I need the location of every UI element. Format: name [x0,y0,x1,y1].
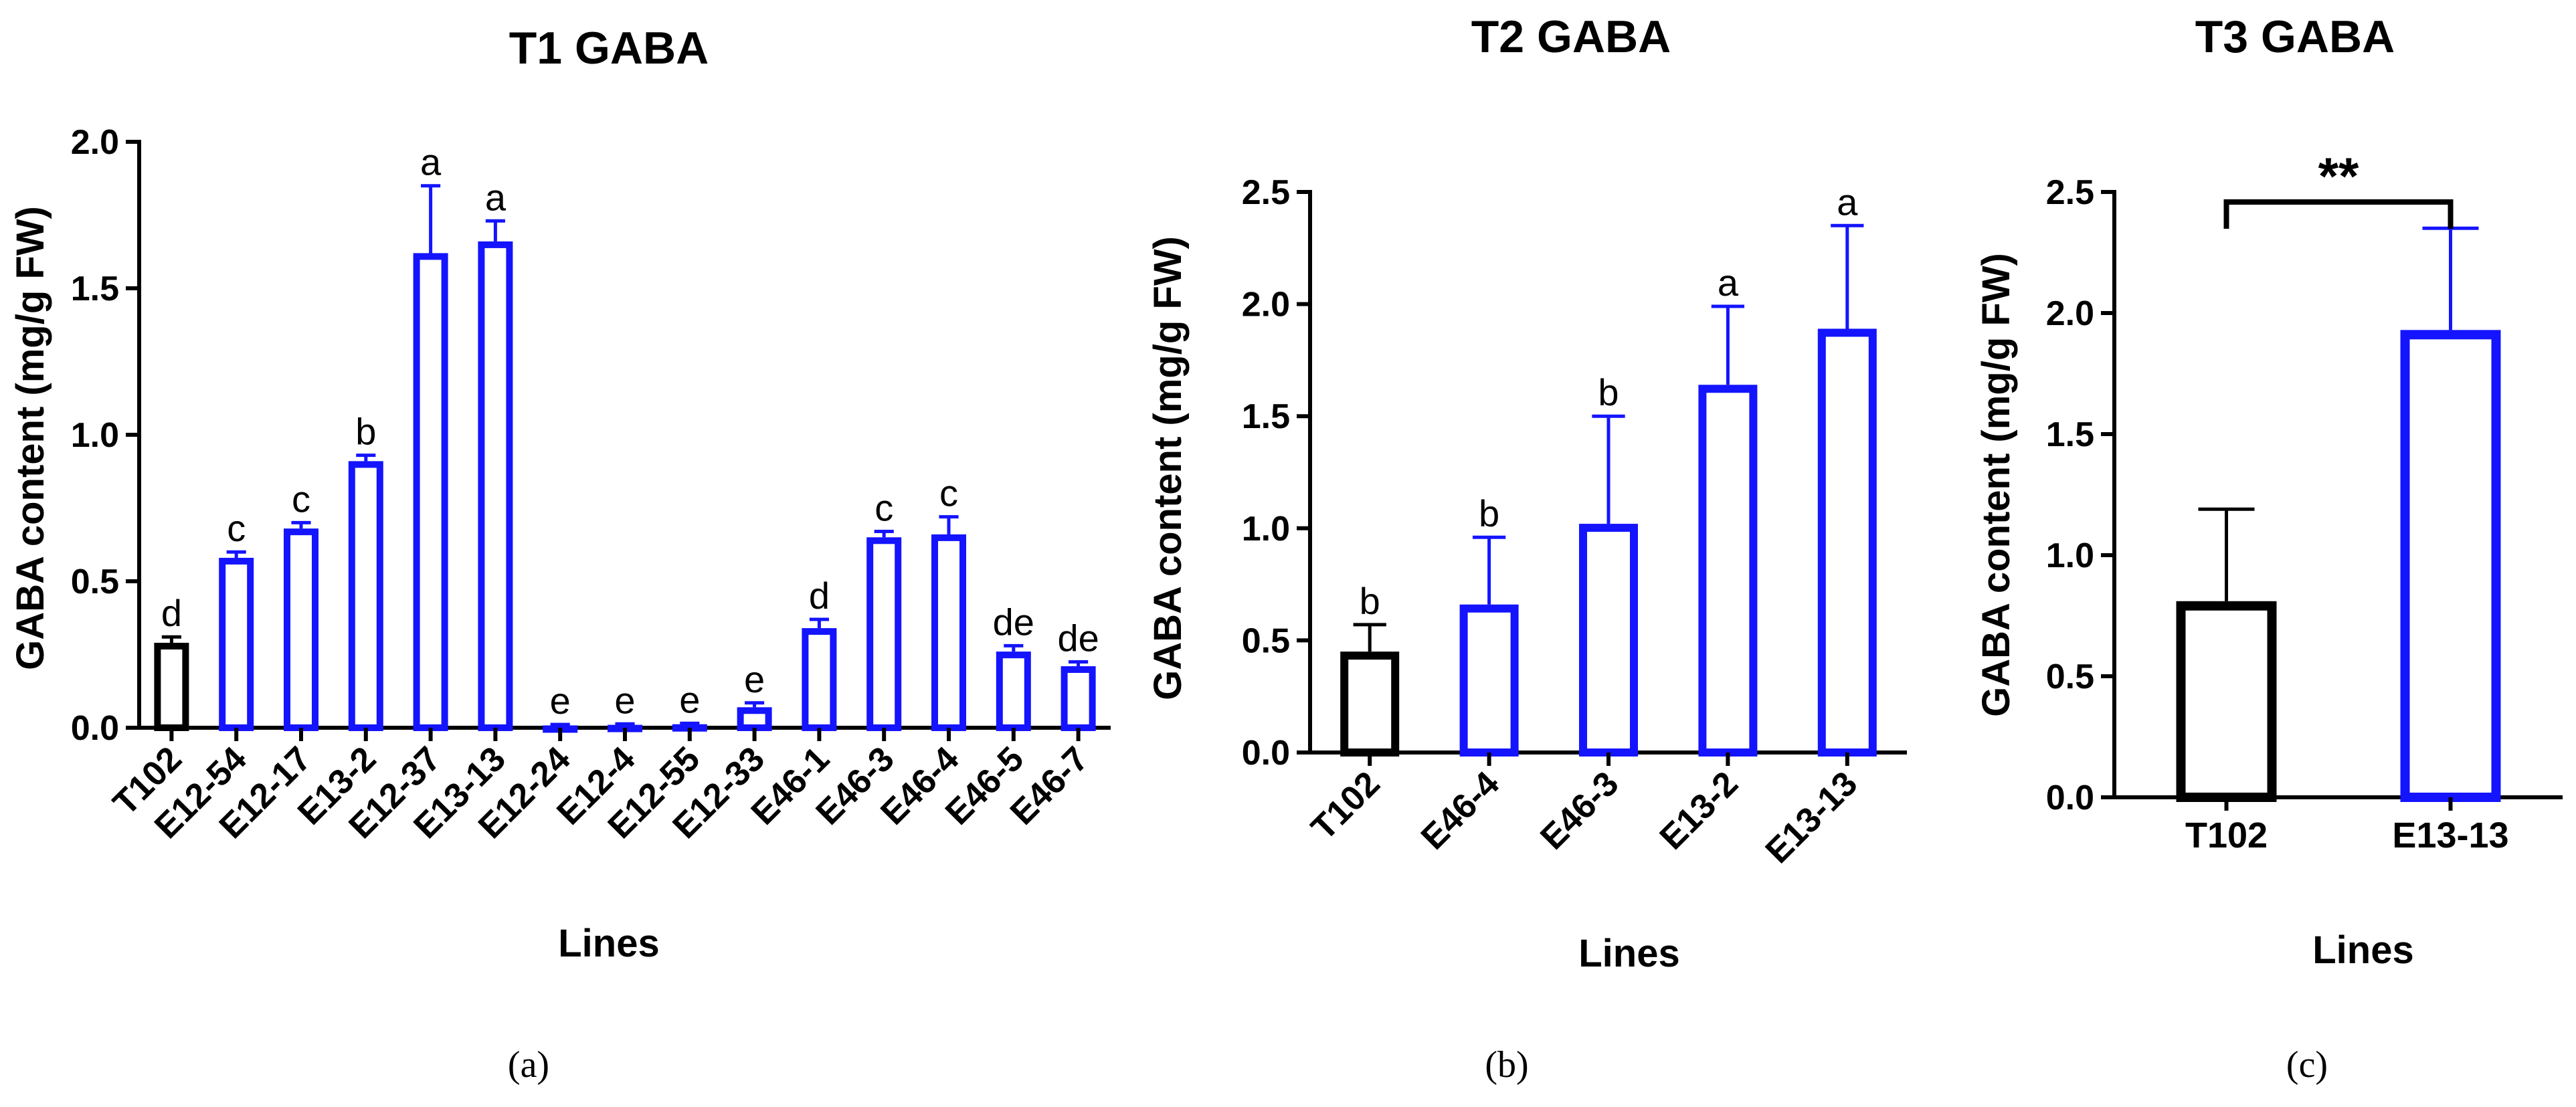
panel-a-bar [219,557,254,732]
panel-a-bar [478,241,513,732]
panel-c-significance-bracket [2223,199,2454,229]
panel-a-significance-letter: e [614,679,635,721]
panel-a-chart: T1 GABA GABA content (mg/g FW) Lines (a)… [9,23,1111,1086]
panel-a-significance-letter: c [939,472,958,514]
panel-a-title: T1 GABA [509,23,709,74]
panel-a-y-axis-label: GABA content (mg/g FW) [9,206,52,670]
panel-a-significance-letter: c [875,487,893,529]
panel-b-y-tick-label: 1.5 [1242,397,1290,436]
panel-b-x-tick-label: E46-3 [1533,764,1626,857]
panel-b-bar [1698,385,1758,757]
panel-a-significance-letter: e [744,658,765,700]
panel-a-bar [866,537,902,731]
panel-c-y-tick-label: 0.0 [2046,779,2094,817]
panel-a-bar [348,461,383,731]
panel-b-caption: (b) [1485,1044,1528,1086]
panel-c-y-tick-label: 0.5 [2046,658,2094,696]
panel-a-y-tick-label: 2.0 [71,123,119,162]
panel-b-y-tick-label: 0.0 [1242,734,1290,773]
panel-c-y-tick-label: 1.0 [2046,536,2094,575]
panel-b-significance-letter: a [1837,181,1858,223]
panel-c-y-tick-label: 2.5 [2046,173,2094,212]
panel-c-y-tick-label: 1.5 [2046,415,2094,454]
panel-a-significance-letter: d [161,592,182,634]
panel-b-significance-letter: b [1598,371,1619,413]
panel-c-bar [2176,601,2277,803]
panel-b-bar [1340,651,1400,757]
panel-c-y-axis-label: GABA content (mg/g FW) [1974,253,2018,717]
panel-b-y-tick-label: 0.5 [1242,621,1290,660]
panel-b-bar [1579,524,1638,757]
panel-a-y-tick-label: 0.5 [71,563,119,601]
panel-a-bar [996,651,1031,731]
panel-b-chart: T2 GABA GABA content (mg/g FW) Lines (b)… [1146,11,1907,1086]
panel-a-y-tick-label: 0.0 [71,709,119,748]
panel-b-x-tick-label: E13-2 [1653,764,1746,857]
panel-a-significance-letter: de [993,601,1034,643]
panel-c-caption: (c) [2286,1044,2328,1086]
panel-b-y-tick-label: 1.0 [1242,510,1290,548]
panel-a-bar [931,534,966,731]
panel-a-significance-letter: c [227,507,246,549]
panel-a-significance-letter: a [485,176,507,218]
panel-c-y-tick-label: 2.0 [2046,294,2094,333]
panel-c-bar [2400,330,2501,802]
panel-b-significance-letter: b [1479,492,1499,534]
panel-a-y-tick-label: 1.5 [71,270,119,308]
panel-a-y-tick-label: 1.0 [71,416,119,455]
panel-a-caption: (a) [508,1044,549,1086]
panel-a-bar [802,628,837,732]
panel-a-bar [154,642,189,731]
panel-a-bar [413,253,448,731]
panel-c-x-axis-label: Lines [2312,928,2414,972]
panel-b-title: T2 GABA [1471,11,1671,62]
panel-a-significance-letter: a [420,141,442,183]
panel-a-x-axis-label: Lines [558,922,660,965]
panel-c-significance-label: ** [2318,146,2359,205]
panel-a-significance-letter: de [1057,617,1099,659]
panel-a-bar [737,707,772,731]
panel-a-significance-letter: e [550,680,571,722]
panel-a-significance-letter: c [292,478,310,520]
panel-b-y-tick-label: 2.0 [1242,286,1290,324]
panel-b-y-tick-label: 2.5 [1242,173,1290,212]
panel-b-bar [1459,604,1519,757]
panel-a-bar [284,528,318,731]
panel-c-title: T3 GABA [2195,11,2395,62]
panel-c-chart: T3 GABA GABA content (mg/g FW) Lines (c)… [1974,11,2563,1086]
panel-b-x-tick-label: E13-13 [1758,764,1865,871]
panel-c-x-tick-label: T102 [2185,815,2268,856]
panel-a-bar [1061,666,1096,732]
panel-b-x-axis-label: Lines [1578,932,1680,975]
panel-c-x-tick-label: E13-13 [2392,815,2508,856]
panel-b-significance-letter: a [1718,262,1739,304]
panel-a-significance-letter: b [355,411,376,453]
panel-b-x-tick-label: E46-4 [1414,764,1507,857]
panel-b-x-tick-label: T102 [1304,764,1388,847]
panel-b-significance-letter: b [1360,580,1380,622]
panel-b-bar [1817,328,1877,757]
panel-a-significance-letter: d [809,575,830,617]
panel-b-y-axis-label: GABA content (mg/g FW) [1146,236,1190,700]
panel-a-significance-letter: e [679,678,700,720]
